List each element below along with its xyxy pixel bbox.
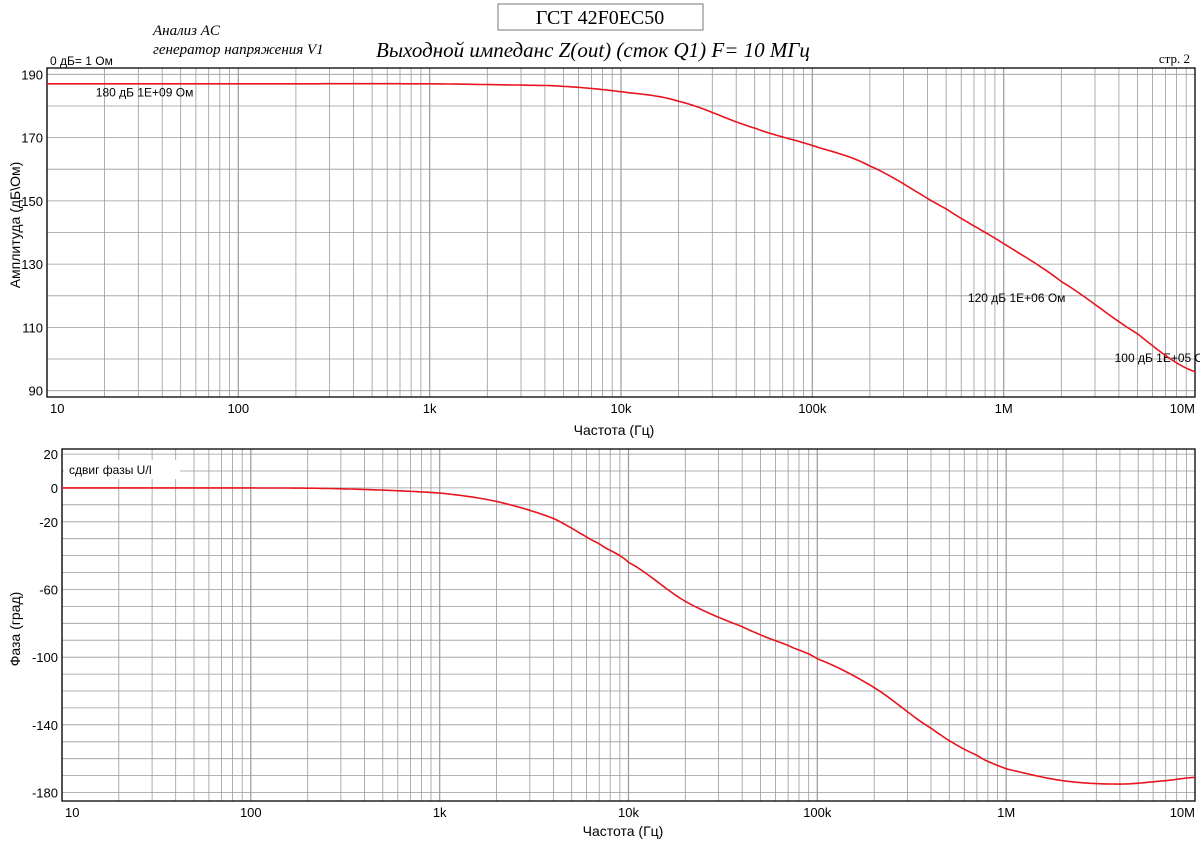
x-tick-label: 100k — [803, 805, 832, 820]
x-tick-label: 1M — [997, 805, 1015, 820]
y-tick-label: -180 — [32, 786, 58, 801]
y-tick-label: -140 — [32, 718, 58, 733]
y-tick-label: 190 — [21, 67, 43, 82]
phase-x-label: Частота (Гц) — [583, 823, 664, 839]
y-tick-label: 90 — [29, 384, 43, 399]
analysis-label: Анализ AC — [152, 23, 221, 39]
annotation-180db: 180 дБ 1E+09 Ом — [96, 86, 194, 100]
x-tick-label: 10k — [611, 401, 632, 416]
main-title: Выходной импеданс Z(out) (сток Q1) F= 10… — [376, 38, 810, 62]
y-tick-label: -100 — [32, 650, 58, 665]
y-tick-label: 130 — [21, 257, 43, 272]
plot-frame — [61, 448, 1196, 802]
series-line-phase — [62, 487, 1196, 785]
amplitude-x-label: Частота (Гц) — [574, 422, 655, 438]
x-tick-label: 1M — [995, 401, 1013, 416]
phase-legend-box — [64, 460, 180, 479]
phase-grid — [61, 448, 1196, 802]
x-tick-label: 100 — [240, 805, 262, 820]
curves — [47, 82, 1196, 785]
x-tick-label: 100 — [227, 401, 249, 416]
generator-label: генератор напряжения V1 — [153, 42, 324, 58]
annotation-100db: 100 дБ 1E+05 Ом — [1115, 351, 1200, 365]
tick-labels: 10 100 1k 10k 100k 1M 10M 90 110 130 150 170 190 10 10… — [21, 67, 1195, 820]
y-tick-label: 0 — [51, 481, 58, 496]
x-tick-label: 10M — [1170, 805, 1195, 820]
reference-label: 0 дБ= 1 Ом — [50, 54, 113, 68]
x-tick-label: 1k — [433, 805, 447, 820]
phase-y-label: Фаза (град) — [7, 592, 23, 667]
y-tick-label: 150 — [21, 194, 43, 209]
y-tick-label: -20 — [39, 515, 58, 530]
series-line-amplitude — [47, 82, 1196, 373]
title-box — [497, 3, 704, 31]
y-tick-label: 110 — [22, 320, 43, 335]
page-number: стр. 2 — [1159, 51, 1190, 66]
x-tick-label: 10 — [65, 805, 79, 820]
y-tick-label: 170 — [21, 131, 43, 146]
x-tick-label: 1k — [423, 401, 437, 416]
phase-legend: сдвиг фазы U/I — [69, 463, 152, 477]
x-tick-label: 10 — [50, 401, 64, 416]
amplitude-grid — [46, 67, 1196, 398]
y-tick-label: 20 — [44, 447, 58, 462]
y-tick-label: -60 — [39, 583, 58, 598]
annotation-120db: 120 дБ 1E+06 Ом — [968, 291, 1066, 305]
amplitude-y-label: Амплитуда (дБ\Ом) — [7, 162, 23, 289]
x-tick-label: 100k — [798, 401, 827, 416]
doc-title: ГСТ 42F0EC50 — [536, 7, 665, 29]
plot-frame — [46, 67, 1196, 398]
x-tick-label: 10k — [618, 805, 639, 820]
x-tick-label: 10M — [1170, 401, 1195, 416]
